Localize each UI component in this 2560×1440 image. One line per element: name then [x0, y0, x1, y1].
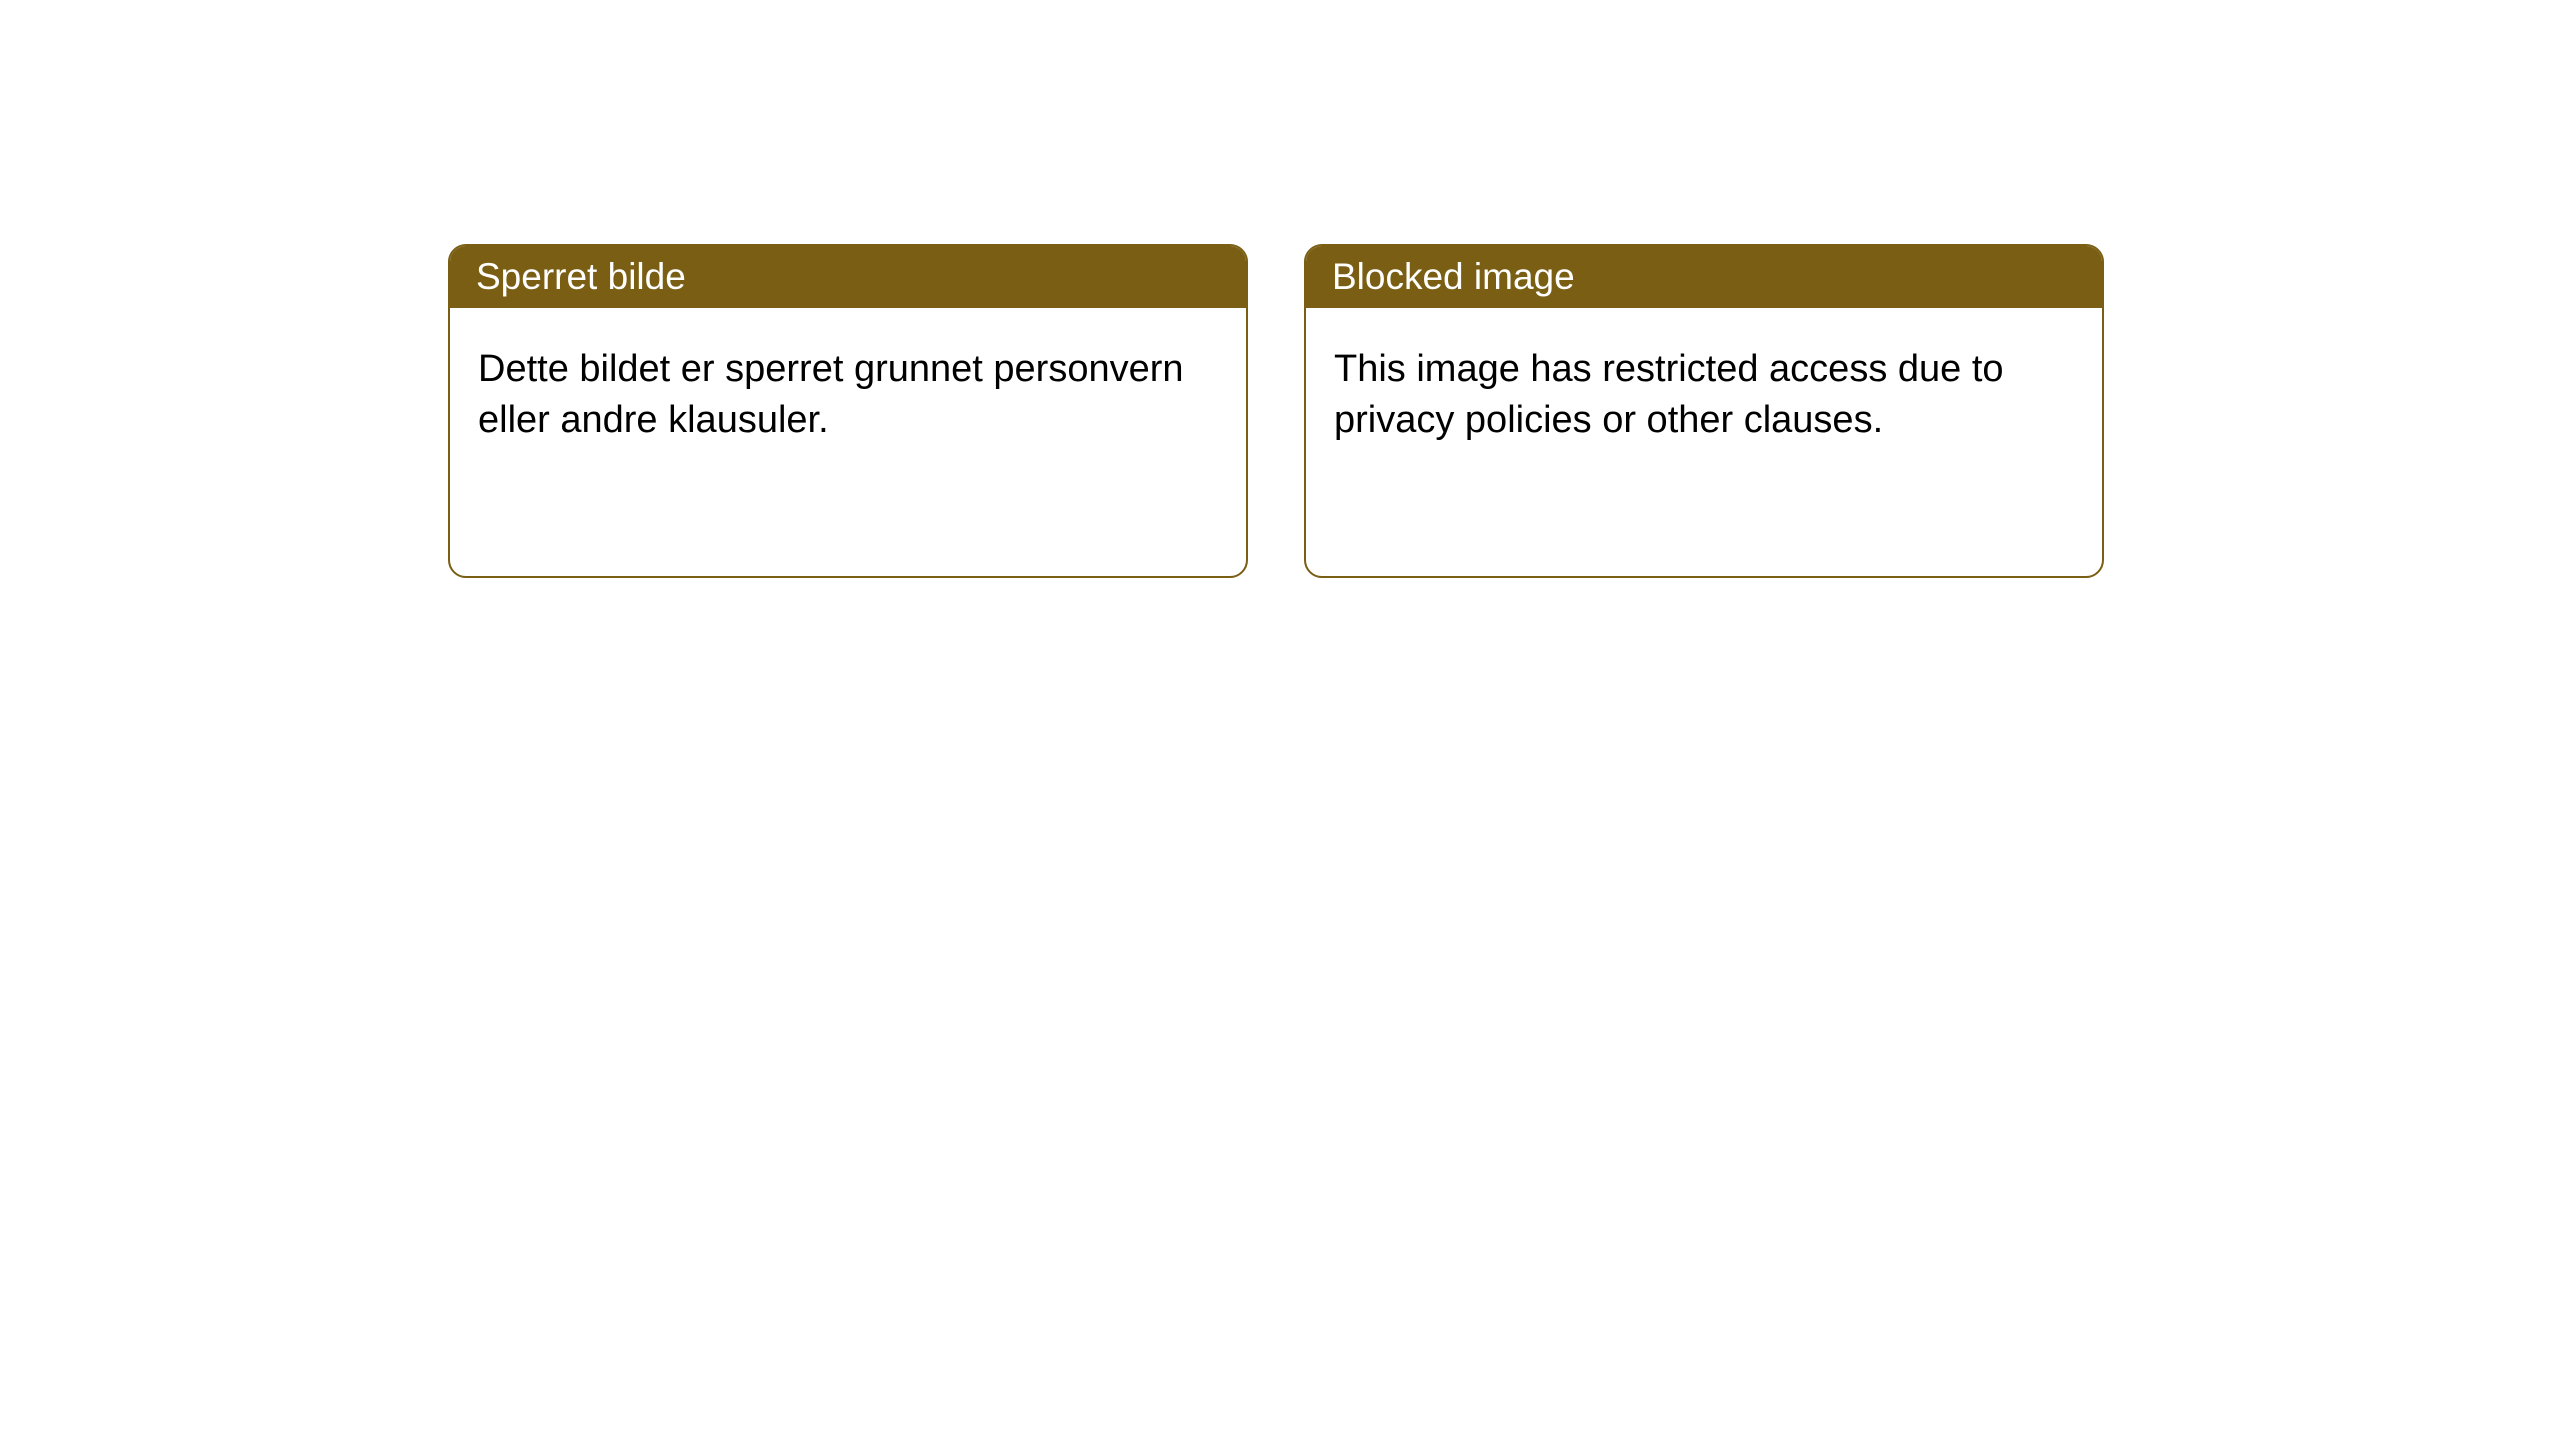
- notice-body-text-norwegian: Dette bildet er sperret grunnet personve…: [478, 348, 1184, 441]
- notice-body-english: This image has restricted access due to …: [1306, 308, 2102, 483]
- notice-body-norwegian: Dette bildet er sperret grunnet personve…: [450, 308, 1246, 483]
- notice-card-norwegian: Sperret bilde Dette bildet er sperret gr…: [448, 244, 1248, 578]
- notice-header-english: Blocked image: [1306, 246, 2102, 308]
- notice-title-english: Blocked image: [1332, 256, 1575, 297]
- notice-container: Sperret bilde Dette bildet er sperret gr…: [0, 0, 2560, 578]
- notice-title-norwegian: Sperret bilde: [476, 256, 686, 297]
- notice-header-norwegian: Sperret bilde: [450, 246, 1246, 308]
- notice-card-english: Blocked image This image has restricted …: [1304, 244, 2104, 578]
- notice-body-text-english: This image has restricted access due to …: [1334, 348, 2004, 441]
